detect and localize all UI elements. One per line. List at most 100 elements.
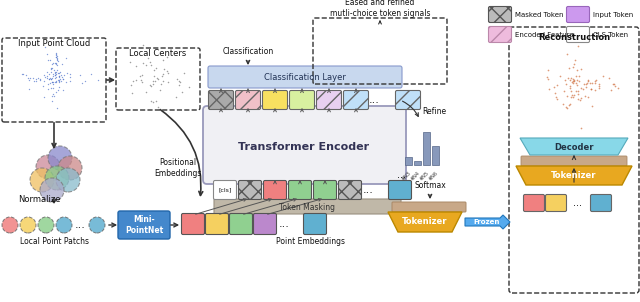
Point xyxy=(52,59,63,63)
Point xyxy=(143,55,153,60)
Point xyxy=(46,77,56,82)
Text: Tokenizer: Tokenizer xyxy=(551,172,596,181)
Bar xyxy=(422,132,429,165)
Point xyxy=(42,69,52,74)
Point xyxy=(48,60,58,65)
Point xyxy=(58,87,68,92)
Point xyxy=(40,44,51,49)
Circle shape xyxy=(30,168,54,192)
Text: Input Point Cloud: Input Point Cloud xyxy=(18,38,90,47)
Point xyxy=(65,75,76,79)
FancyBboxPatch shape xyxy=(289,91,314,110)
FancyBboxPatch shape xyxy=(344,91,369,110)
Point xyxy=(48,80,58,85)
Point xyxy=(45,76,56,81)
Point xyxy=(31,79,41,84)
Point xyxy=(39,94,49,99)
Text: Reconstruction: Reconstruction xyxy=(538,34,610,43)
Point xyxy=(47,62,58,66)
Point xyxy=(594,82,604,87)
FancyBboxPatch shape xyxy=(524,194,545,211)
FancyBboxPatch shape xyxy=(545,194,566,211)
Point xyxy=(586,86,596,91)
Text: Tokenizer: Tokenizer xyxy=(403,217,448,226)
Point xyxy=(595,85,605,90)
Point xyxy=(80,79,90,84)
Circle shape xyxy=(2,217,18,233)
Point xyxy=(54,79,64,84)
Point xyxy=(21,72,31,77)
Point xyxy=(51,79,61,84)
Circle shape xyxy=(89,217,105,233)
Point xyxy=(145,63,156,68)
Point xyxy=(568,92,579,97)
Point xyxy=(576,95,586,100)
Text: ...: ... xyxy=(75,220,85,230)
Point xyxy=(54,75,64,79)
Point xyxy=(543,86,554,91)
FancyBboxPatch shape xyxy=(303,214,326,234)
Point xyxy=(58,77,68,82)
Text: #N5: #N5 xyxy=(419,170,431,181)
Point xyxy=(31,77,41,82)
FancyBboxPatch shape xyxy=(264,181,287,200)
Point xyxy=(35,77,45,82)
Point xyxy=(568,78,578,83)
Point xyxy=(566,88,576,93)
FancyBboxPatch shape xyxy=(339,181,362,200)
Point xyxy=(581,82,591,86)
Circle shape xyxy=(48,146,72,170)
Point xyxy=(52,78,63,82)
Point xyxy=(51,50,61,55)
Point xyxy=(543,76,554,81)
Point xyxy=(559,89,570,94)
Point xyxy=(155,88,165,92)
Point xyxy=(561,82,572,86)
Point xyxy=(52,88,63,92)
Point xyxy=(22,75,33,80)
Point xyxy=(50,71,60,76)
Point xyxy=(29,79,39,84)
Point xyxy=(568,95,578,100)
Point xyxy=(65,79,75,83)
Circle shape xyxy=(58,156,82,180)
Point xyxy=(42,74,52,79)
Point xyxy=(127,79,138,84)
Point xyxy=(50,75,60,80)
Point xyxy=(49,67,59,72)
Point xyxy=(573,89,583,94)
Point xyxy=(77,80,87,85)
Text: Encoded Feature: Encoded Feature xyxy=(515,32,573,38)
Point xyxy=(49,69,60,74)
Point xyxy=(569,77,579,82)
Point xyxy=(51,75,61,79)
Point xyxy=(557,102,568,107)
FancyBboxPatch shape xyxy=(566,27,589,43)
Point xyxy=(174,83,184,88)
Point xyxy=(48,85,58,90)
Text: Positional
Embeddings: Positional Embeddings xyxy=(154,158,202,178)
Point xyxy=(146,84,156,88)
Bar xyxy=(404,157,412,165)
Point xyxy=(573,92,583,97)
Point xyxy=(125,83,136,88)
Point xyxy=(54,74,64,79)
Text: #N6: #N6 xyxy=(428,170,440,181)
FancyBboxPatch shape xyxy=(230,214,253,234)
Text: Point Embeddings: Point Embeddings xyxy=(275,236,344,246)
Point xyxy=(145,83,155,88)
Point xyxy=(145,99,156,104)
Point xyxy=(175,80,186,85)
Text: Refine: Refine xyxy=(422,108,446,117)
Point xyxy=(576,85,586,90)
Point xyxy=(573,73,584,78)
Point xyxy=(55,76,65,81)
Point xyxy=(576,67,586,72)
Point xyxy=(51,55,61,59)
FancyBboxPatch shape xyxy=(488,27,511,43)
Point xyxy=(25,76,35,81)
Point xyxy=(549,85,559,90)
Point xyxy=(574,79,584,84)
Point xyxy=(579,94,589,98)
Point xyxy=(45,80,56,85)
